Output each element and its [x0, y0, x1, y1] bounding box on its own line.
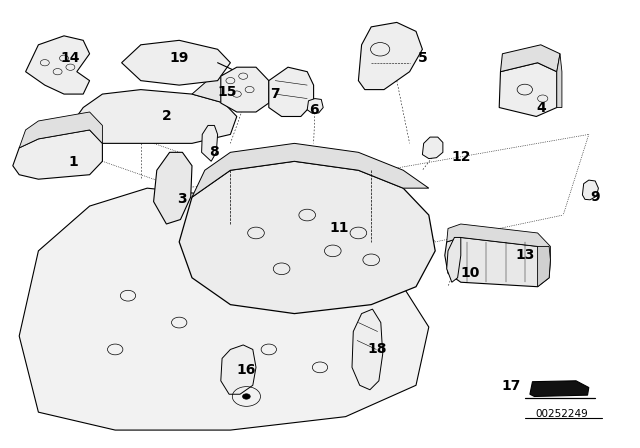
- Polygon shape: [192, 143, 429, 197]
- Polygon shape: [64, 90, 237, 143]
- Polygon shape: [269, 67, 314, 116]
- Polygon shape: [557, 54, 562, 108]
- Text: 1: 1: [68, 155, 79, 169]
- Text: 5: 5: [417, 51, 428, 65]
- Text: 15: 15: [218, 85, 237, 99]
- Text: 10: 10: [461, 266, 480, 280]
- Polygon shape: [122, 40, 230, 85]
- Polygon shape: [352, 309, 383, 390]
- Text: 9: 9: [590, 190, 600, 204]
- Polygon shape: [538, 246, 550, 287]
- Polygon shape: [422, 137, 443, 159]
- Polygon shape: [202, 125, 218, 161]
- Text: 11: 11: [330, 221, 349, 236]
- Text: 19: 19: [170, 51, 189, 65]
- Polygon shape: [500, 45, 560, 72]
- Text: 16: 16: [237, 362, 256, 377]
- Polygon shape: [19, 188, 429, 430]
- Polygon shape: [154, 152, 192, 224]
- Text: 12: 12: [451, 150, 470, 164]
- Text: 2: 2: [161, 109, 172, 124]
- Text: 13: 13: [515, 248, 534, 263]
- Text: 8: 8: [209, 145, 220, 159]
- Text: 3: 3: [177, 192, 188, 207]
- Text: 00252249: 00252249: [536, 409, 588, 419]
- Text: 4: 4: [536, 100, 546, 115]
- Polygon shape: [447, 237, 461, 282]
- Circle shape: [243, 394, 250, 399]
- Text: 17: 17: [501, 379, 520, 393]
- Polygon shape: [221, 345, 256, 394]
- Polygon shape: [13, 130, 102, 179]
- Polygon shape: [358, 22, 422, 90]
- Text: 18: 18: [368, 342, 387, 357]
- Polygon shape: [179, 161, 435, 314]
- Polygon shape: [447, 224, 550, 260]
- Polygon shape: [26, 36, 90, 94]
- Polygon shape: [307, 99, 323, 113]
- Polygon shape: [19, 112, 102, 148]
- Text: 6: 6: [308, 103, 319, 117]
- Polygon shape: [445, 237, 550, 287]
- Polygon shape: [530, 381, 589, 396]
- Polygon shape: [221, 67, 269, 112]
- Polygon shape: [499, 63, 557, 116]
- Polygon shape: [582, 180, 598, 200]
- Text: 14: 14: [61, 51, 80, 65]
- Text: 7: 7: [270, 87, 280, 101]
- Polygon shape: [192, 72, 237, 103]
